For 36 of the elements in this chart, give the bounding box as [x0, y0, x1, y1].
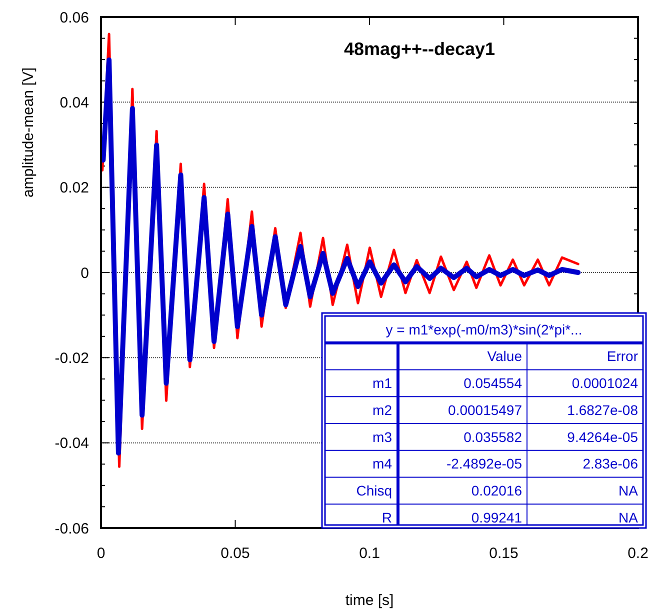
annotation: 1.6827e-08: [567, 402, 638, 418]
annotation: 0.035582: [464, 428, 522, 445]
x-tick-label: 0.1: [359, 545, 380, 562]
y-tick-label: -0.06: [54, 520, 89, 538]
y-tick-label: 0.02: [60, 180, 89, 197]
annotation: 0.00015497: [448, 402, 522, 418]
y-axis-title: amplitude-mean [V]: [20, 67, 37, 198]
x-tick-label: 0.05: [220, 545, 250, 562]
y-tick-label: 0: [80, 264, 89, 282]
annotation: m2: [372, 402, 392, 418]
annotation: 0.02016: [471, 482, 522, 499]
y-tick-label: 0.04: [60, 94, 89, 112]
x-tick-label: 0.2: [628, 545, 648, 562]
annotation: 2.83e-06: [582, 456, 638, 472]
annotation: y = m1*exp(-m0/m3)*sin(2*pi*...: [386, 321, 582, 338]
x-tick-label: 0: [96, 545, 106, 562]
annotation: 0.054554: [464, 375, 522, 392]
annotation: NA: [618, 482, 639, 499]
annotation: 0.99241: [471, 509, 522, 526]
text: 48mag++--decay1: [344, 39, 496, 59]
y-tick-label: -0.04: [54, 435, 89, 452]
annotation: -2.4892e-05: [446, 456, 522, 472]
annotation: m1: [372, 375, 392, 392]
annotation: R: [382, 509, 392, 526]
annotation: 9.4264e-05: [567, 428, 638, 445]
annotation: m4: [372, 456, 392, 472]
x-tick-label: 0.15: [489, 545, 518, 562]
annotation: m3: [372, 428, 392, 445]
y-tick-label: -0.02: [54, 350, 89, 367]
x-axis-title: time [s]: [345, 592, 394, 609]
annotation: 0.0001024: [572, 375, 638, 392]
annotation: Chisq: [356, 482, 392, 499]
y-tick-label: 0.06: [60, 9, 89, 26]
annotation: Value: [487, 348, 522, 364]
annotation: NA: [618, 509, 639, 526]
annotation: Error: [606, 348, 638, 364]
